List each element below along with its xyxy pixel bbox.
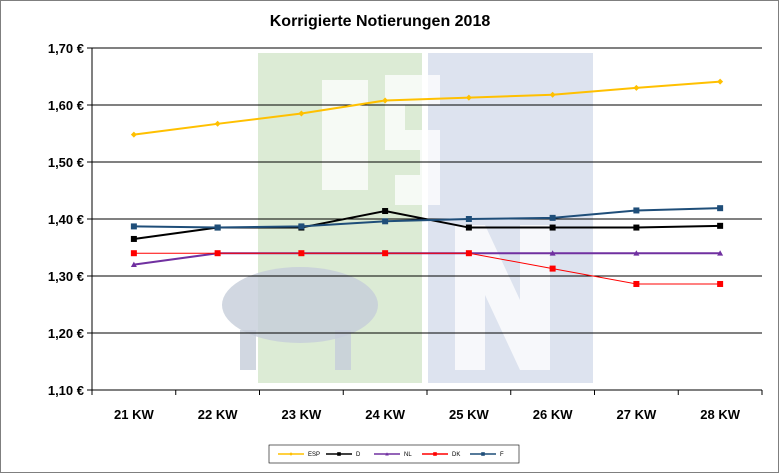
data-point bbox=[130, 261, 137, 267]
data-point bbox=[382, 218, 389, 225]
legend-label: F bbox=[500, 452, 504, 458]
y-tick-label: 1,30 € bbox=[48, 269, 84, 284]
series-esp bbox=[130, 78, 724, 138]
data-point bbox=[130, 250, 137, 257]
legend-entry-dk: DK bbox=[422, 452, 460, 458]
data-point bbox=[289, 452, 293, 456]
data-point bbox=[214, 250, 221, 257]
series-dk bbox=[130, 250, 724, 287]
data-point bbox=[717, 280, 724, 287]
x-tick-label: 22 KW bbox=[198, 407, 238, 422]
series-line bbox=[133, 210, 721, 240]
data-point bbox=[549, 91, 556, 98]
data-point bbox=[382, 250, 389, 257]
data-point bbox=[214, 224, 221, 231]
x-tick-label: 23 KW bbox=[282, 407, 322, 422]
data-point bbox=[130, 223, 137, 230]
data-point bbox=[633, 84, 640, 91]
series-line bbox=[133, 80, 721, 136]
data-point bbox=[465, 216, 472, 222]
data-point bbox=[633, 207, 640, 214]
data-point bbox=[382, 208, 389, 215]
data-point bbox=[298, 223, 305, 230]
legend-entry-d: D bbox=[326, 452, 361, 458]
data-point bbox=[717, 250, 724, 256]
data-point bbox=[549, 250, 556, 256]
data-point bbox=[385, 452, 389, 456]
x-tick-label: 27 KW bbox=[617, 407, 657, 422]
series-line bbox=[133, 252, 721, 285]
data-point bbox=[481, 452, 485, 456]
legend-entry-nl: NL bbox=[374, 452, 412, 458]
legend-label: ESP bbox=[308, 452, 320, 458]
data-point bbox=[433, 452, 437, 456]
data-point bbox=[337, 452, 341, 456]
x-axis-tick-labels: 21 KW 22 KW 23 KW 24 KW 25 KW 26 KW 27 KW 28 KW bbox=[114, 407, 741, 422]
y-tick-label: 1,60 € bbox=[48, 98, 84, 113]
legend-label: NL bbox=[404, 452, 412, 458]
data-point bbox=[633, 250, 640, 256]
data-point bbox=[298, 250, 305, 257]
y-tick-label: 1,50 € bbox=[48, 155, 84, 170]
legend-label: D bbox=[356, 452, 361, 458]
x-tick-label: 26 KW bbox=[533, 407, 573, 422]
legend-entry-f: F bbox=[470, 452, 504, 458]
data-point bbox=[717, 222, 724, 229]
data-point bbox=[633, 280, 640, 287]
series-lines bbox=[130, 78, 724, 287]
data-point bbox=[130, 131, 137, 138]
y-tick-label: 1,70 € bbox=[48, 41, 84, 56]
series-line bbox=[133, 252, 721, 266]
y-tick-label: 1,20 € bbox=[48, 326, 84, 341]
axes bbox=[87, 47, 763, 395]
data-point bbox=[633, 224, 640, 231]
data-point bbox=[465, 250, 472, 257]
legend-label: DK bbox=[452, 452, 460, 458]
chart-title: Korrigierte Notierungen 2018 bbox=[270, 13, 491, 30]
data-point bbox=[130, 235, 137, 242]
data-point bbox=[549, 265, 556, 272]
data-point bbox=[214, 120, 221, 127]
data-point bbox=[717, 205, 724, 212]
series-line bbox=[133, 207, 721, 229]
y-tick-label: 1,10 € bbox=[48, 383, 84, 398]
legend-entry-esp: ESP bbox=[278, 452, 320, 458]
data-point bbox=[298, 110, 305, 117]
data-point bbox=[549, 224, 556, 231]
data-point bbox=[382, 97, 389, 104]
y-axis-tick-labels: 1,10 € 1,20 € 1,30 € 1,40 € 1,50 € 1,60 € 1,70… bbox=[48, 41, 84, 398]
data-point bbox=[465, 94, 472, 101]
data-point bbox=[465, 224, 472, 231]
gridlines bbox=[92, 47, 762, 334]
series-f bbox=[130, 205, 724, 231]
y-tick-label: 1,40 € bbox=[48, 212, 84, 227]
x-tick-label: 25 KW bbox=[449, 407, 489, 422]
data-point bbox=[717, 78, 724, 85]
x-tick-label: 28 KW bbox=[700, 407, 740, 422]
legend: ESP D NL DK F bbox=[268, 444, 520, 464]
x-tick-label: 21 KW bbox=[114, 407, 154, 422]
x-tick-label: 24 KW bbox=[365, 407, 405, 422]
data-point bbox=[549, 214, 556, 221]
